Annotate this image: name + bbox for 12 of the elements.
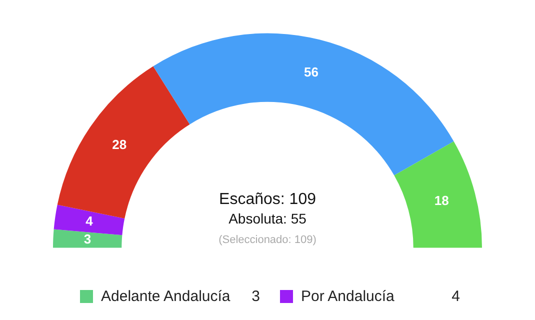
legend-label: Por Andalucía [301,288,394,305]
legend-label: Adelante Andalucía [101,288,230,305]
data-label: 28 [112,136,127,152]
text: 3 [252,288,260,305]
data-label: 18 [434,193,449,208]
text: 4 [452,288,460,305]
data-label: 56 [304,64,318,80]
data-label: 4 [86,213,94,228]
data-label: 3 [84,232,92,247]
text: (Seleccionado: 109) [218,234,316,246]
text: Escaños: 109 [219,191,316,208]
text: Absoluta: 55 [228,210,307,227]
